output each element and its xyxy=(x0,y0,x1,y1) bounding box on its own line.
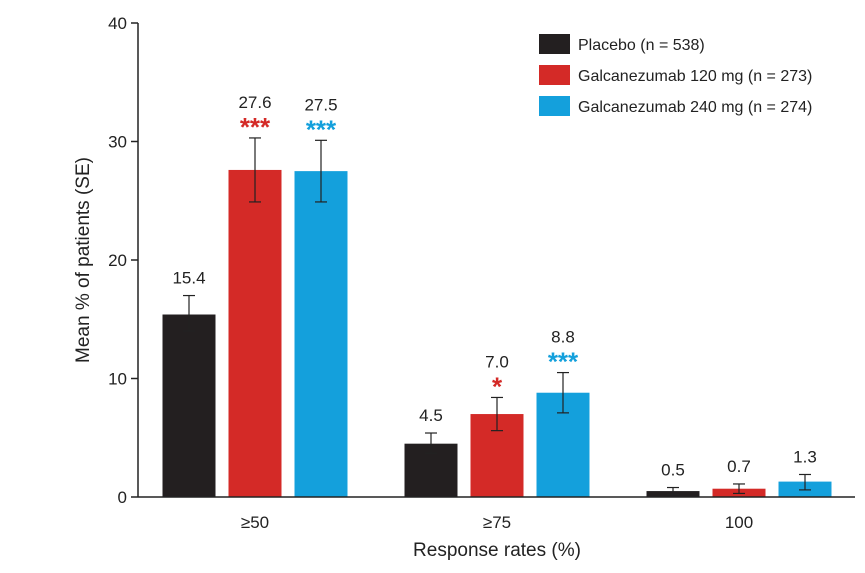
legend-label: Galcanezumab 120 mg (n = 273) xyxy=(578,68,812,85)
legend-swatch xyxy=(539,34,570,54)
data-label: 0.7 xyxy=(727,457,751,476)
data-label: 27.6 xyxy=(238,93,271,112)
x-tick-label: ≥50 xyxy=(241,513,269,532)
significance-mark: *** xyxy=(306,114,337,144)
data-label: 27.5 xyxy=(304,95,337,114)
y-tick-label: 40 xyxy=(108,14,127,33)
significance-mark: *** xyxy=(240,112,271,142)
y-tick-label: 10 xyxy=(108,370,127,389)
data-label: 15.4 xyxy=(172,269,205,288)
legend: Placebo (n = 538) Galcanezumab 120 mg (n … xyxy=(539,34,812,116)
y-tick-label: 0 xyxy=(118,488,127,507)
x-tick-label: ≥75 xyxy=(483,513,511,532)
y-tick-label: 20 xyxy=(108,251,127,270)
x-tick-label: 100 xyxy=(725,513,753,532)
x-axis-title: Response rates (%) xyxy=(413,540,581,561)
bar xyxy=(228,169,282,497)
significance-mark: *** xyxy=(548,347,579,377)
data-label: 0.5 xyxy=(661,461,685,480)
legend-label: Galcanezumab 240 mg (n = 274) xyxy=(578,99,812,116)
legend-swatch xyxy=(539,65,570,85)
data-label: 4.5 xyxy=(419,406,443,425)
y-axis-title: Mean % of patients (SE) xyxy=(73,157,94,363)
data-label: 8.8 xyxy=(551,328,575,347)
bar xyxy=(162,314,216,497)
y-tick-label: 30 xyxy=(108,133,127,152)
legend-label: Placebo (n = 538) xyxy=(578,37,705,54)
data-label: 1.3 xyxy=(793,447,817,466)
legend-swatch xyxy=(539,96,570,116)
significance-mark: * xyxy=(492,371,503,401)
bar xyxy=(294,171,348,497)
data-label: 7.0 xyxy=(485,352,509,371)
